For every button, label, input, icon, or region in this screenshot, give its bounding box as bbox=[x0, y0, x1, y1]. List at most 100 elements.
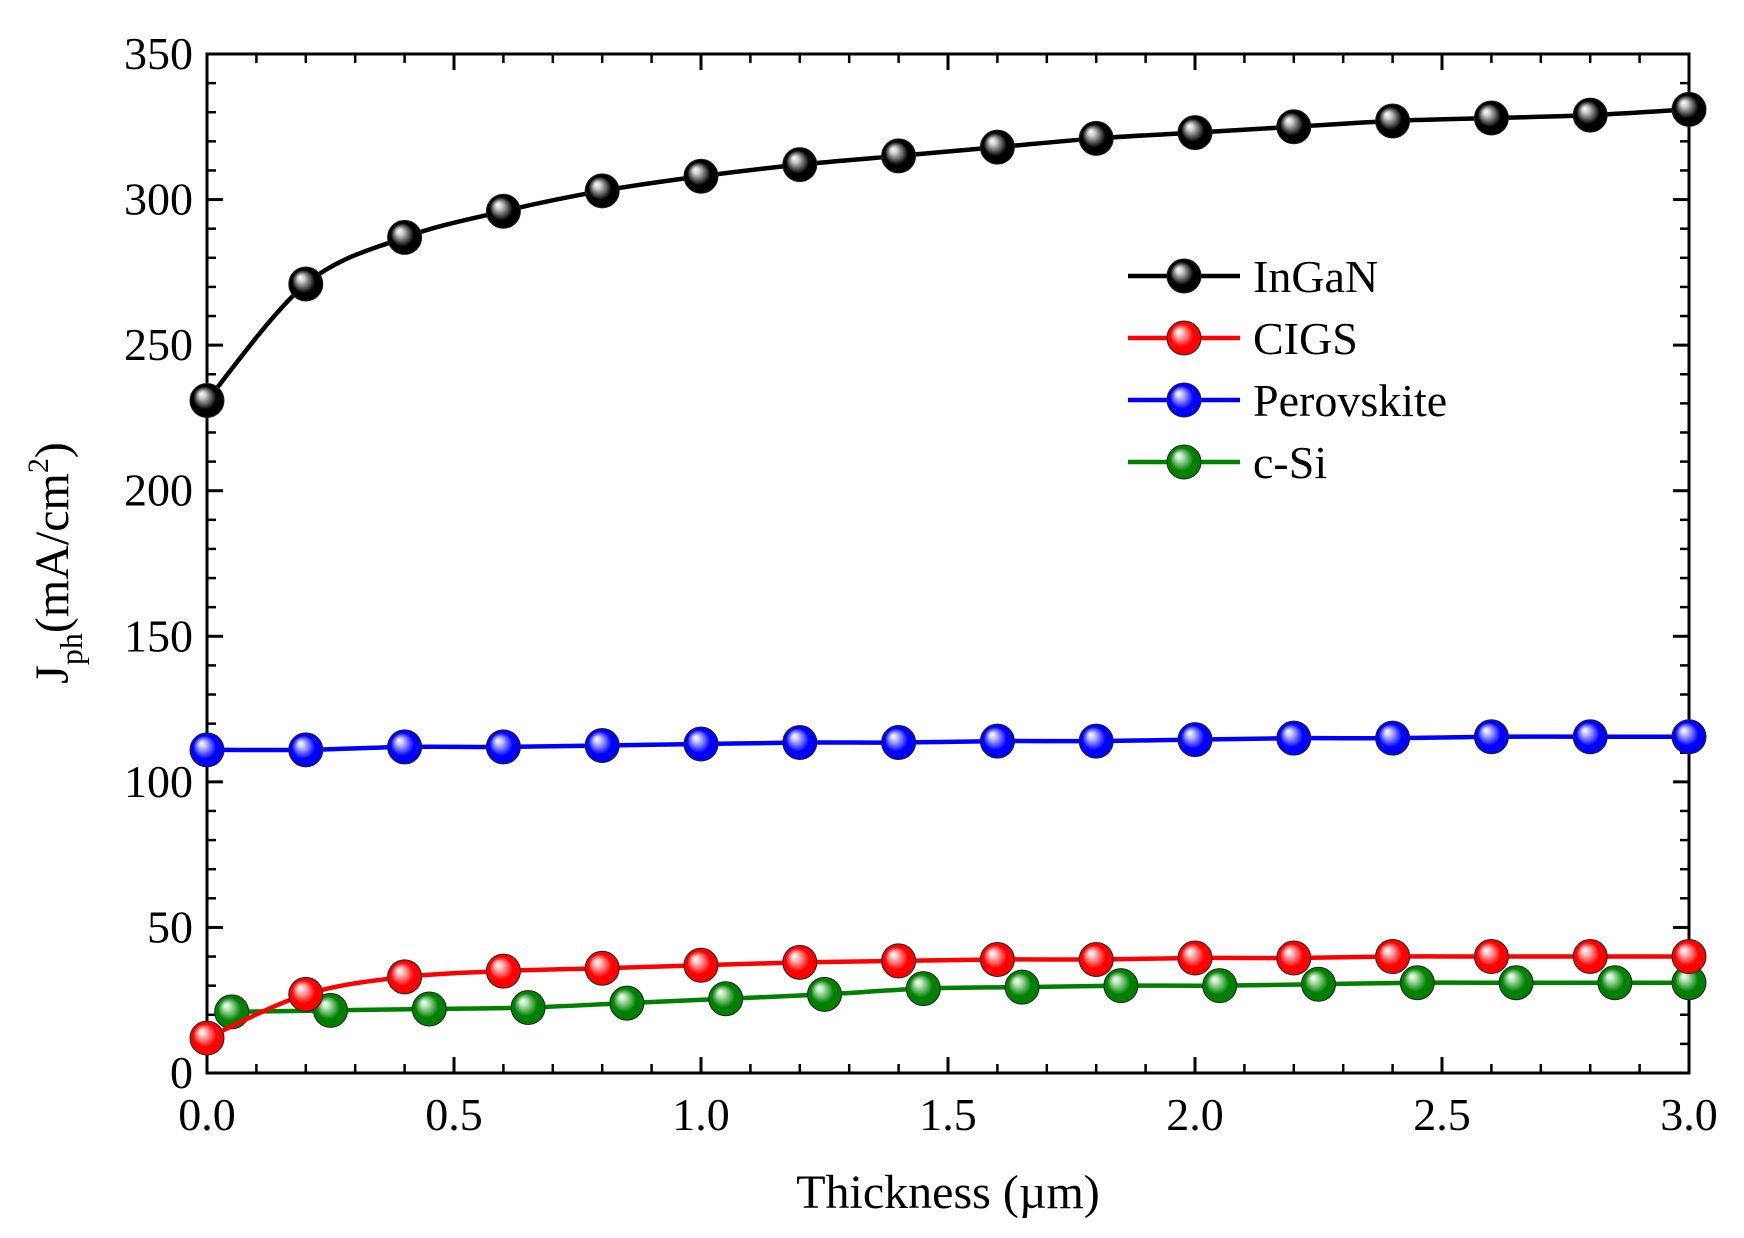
y-tick-label: 50 bbox=[147, 901, 193, 952]
y-axis-title-units: (mA/cm bbox=[26, 473, 79, 633]
legend-marker bbox=[1166, 320, 1202, 356]
data-point-c-si bbox=[411, 991, 447, 1027]
data-point-cigs bbox=[485, 953, 521, 989]
data-point-cigs bbox=[1276, 940, 1312, 976]
data-point-c-si bbox=[905, 971, 941, 1007]
data-point-perovskite bbox=[1473, 719, 1509, 755]
data-point-c-si bbox=[1103, 968, 1139, 1004]
data-point-cigs bbox=[1375, 939, 1411, 975]
y-tick-label: 100 bbox=[124, 756, 193, 807]
data-point-cigs bbox=[387, 959, 423, 995]
x-axis-title: Thickness (µm) bbox=[796, 1166, 1100, 1219]
data-point-perovskite bbox=[288, 732, 324, 768]
data-point-ingan bbox=[1473, 100, 1509, 136]
series-perovskite bbox=[189, 719, 1707, 768]
legend-item-ingan: InGaN bbox=[1128, 251, 1378, 302]
data-point-ingan bbox=[1671, 91, 1707, 127]
data-point-perovskite bbox=[584, 727, 620, 763]
data-point-perovskite bbox=[485, 729, 521, 765]
data-point-cigs bbox=[881, 943, 917, 979]
data-point-c-si bbox=[1597, 965, 1633, 1001]
data-point-c-si bbox=[1498, 965, 1534, 1001]
data-point-cigs bbox=[584, 950, 620, 986]
data-point-cigs bbox=[1177, 940, 1213, 976]
x-tick-label: 1.5 bbox=[919, 1089, 977, 1140]
y-axis-title-main: J bbox=[26, 665, 79, 684]
data-point-ingan bbox=[485, 193, 521, 229]
series-line-ingan bbox=[205, 107, 1690, 402]
legend-label: c-Si bbox=[1253, 437, 1327, 488]
x-tick-label: 0.5 bbox=[425, 1089, 483, 1140]
data-point-ingan bbox=[1572, 97, 1608, 133]
data-point-ingan bbox=[782, 147, 818, 183]
data-point-cigs bbox=[1078, 941, 1114, 977]
plot-frame bbox=[205, 52, 1691, 1075]
x-tick-label: 1.0 bbox=[672, 1089, 730, 1140]
svg-text:Jph(mA/cm2): Jph(mA/cm2) bbox=[22, 442, 89, 684]
data-point-perovskite bbox=[979, 723, 1015, 759]
data-point-perovskite bbox=[782, 725, 818, 761]
data-point-ingan bbox=[1177, 115, 1213, 151]
data-point-c-si bbox=[1301, 966, 1336, 1002]
data-point-cigs bbox=[189, 1020, 225, 1056]
data-point-ingan bbox=[1276, 109, 1312, 145]
data-point-ingan bbox=[979, 129, 1015, 165]
y-tick-label: 350 bbox=[124, 28, 193, 79]
y-tick-label: 0 bbox=[170, 1047, 193, 1098]
legend-item-c-si: c-Si bbox=[1128, 437, 1327, 488]
data-point-c-si bbox=[609, 985, 645, 1021]
series-layer bbox=[189, 91, 1707, 1056]
legend-label: Perovskite bbox=[1253, 375, 1447, 426]
y-tick-label: 200 bbox=[124, 465, 193, 516]
data-point-perovskite bbox=[1276, 720, 1312, 756]
data-point-c-si bbox=[1004, 969, 1040, 1005]
series-c-si bbox=[214, 965, 1707, 1030]
data-point-c-si bbox=[807, 976, 842, 1012]
data-point-ingan bbox=[584, 173, 620, 209]
y-tick-label: 300 bbox=[124, 174, 193, 225]
y-tick-label: 150 bbox=[124, 610, 193, 661]
data-point-ingan bbox=[387, 219, 423, 255]
legend: InGaN CIGS Perovskite c-Si bbox=[1128, 251, 1447, 488]
data-point-c-si bbox=[1399, 965, 1435, 1001]
legend-label: InGaN bbox=[1253, 251, 1378, 302]
data-point-c-si bbox=[708, 981, 744, 1017]
data-point-cigs bbox=[288, 976, 324, 1012]
data-point-perovskite bbox=[189, 732, 225, 768]
series-line-perovskite bbox=[206, 734, 1689, 753]
data-point-perovskite bbox=[1177, 722, 1213, 758]
data-point-ingan bbox=[1375, 103, 1411, 139]
legend-item-cigs: CIGS bbox=[1128, 313, 1358, 364]
legend-item-perovskite: Perovskite bbox=[1128, 375, 1447, 426]
y-axis-title-sup: 2 bbox=[22, 458, 55, 473]
x-tick-label: 2.0 bbox=[1166, 1089, 1224, 1140]
data-point-c-si bbox=[510, 989, 546, 1025]
data-point-cigs bbox=[979, 941, 1015, 977]
series-cigs bbox=[189, 939, 1707, 1056]
x-tick-label: 3.0 bbox=[1660, 1089, 1718, 1140]
data-point-perovskite bbox=[683, 726, 719, 762]
axis-ticks: 0.0 0.5 1.0 1.5 2.0 2.5 3.0 0 50 100 150 200 250 300 3… bbox=[124, 28, 1718, 1140]
data-point-perovskite bbox=[881, 725, 917, 761]
series-line-c-si bbox=[231, 980, 1689, 1015]
data-point-perovskite bbox=[387, 729, 423, 765]
series-ingan bbox=[189, 91, 1707, 418]
data-point-ingan bbox=[189, 382, 225, 418]
data-point-cigs bbox=[782, 944, 818, 980]
data-point-ingan bbox=[288, 266, 324, 302]
data-point-c-si bbox=[313, 992, 348, 1028]
data-point-cigs bbox=[683, 947, 719, 983]
legend-marker bbox=[1166, 444, 1202, 480]
x-tick-label: 0.0 bbox=[178, 1089, 236, 1140]
data-point-perovskite bbox=[1572, 719, 1608, 755]
data-point-c-si bbox=[1202, 968, 1238, 1004]
y-axis-title-close: ) bbox=[26, 442, 79, 458]
data-point-perovskite bbox=[1375, 720, 1411, 756]
legend-label: CIGS bbox=[1253, 313, 1358, 364]
y-axis-title: Jph(mA/cm2) bbox=[22, 442, 89, 684]
data-point-perovskite bbox=[1671, 719, 1707, 755]
data-point-cigs bbox=[1671, 939, 1707, 975]
data-point-ingan bbox=[1078, 120, 1114, 156]
